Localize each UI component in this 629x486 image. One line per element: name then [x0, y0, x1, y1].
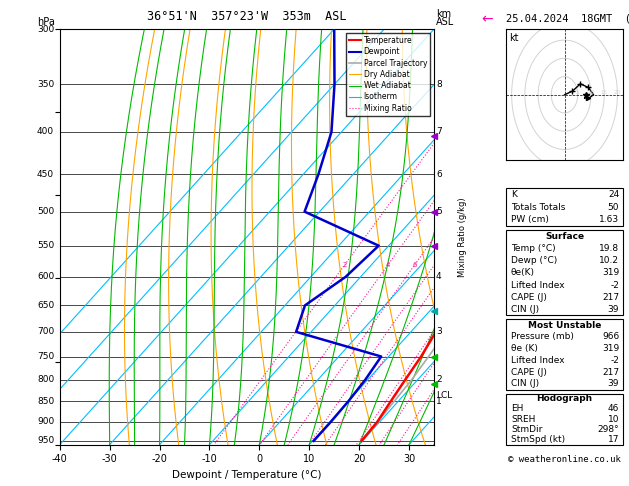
Text: StmSpd (kt): StmSpd (kt) [511, 435, 565, 444]
Text: CAPE (J): CAPE (J) [511, 367, 547, 377]
Text: ASL: ASL [436, 17, 454, 27]
Text: hPa: hPa [37, 17, 55, 27]
Text: 36°51'N  357°23'W  353m  ASL: 36°51'N 357°23'W 353m ASL [147, 10, 347, 23]
Text: StmDir: StmDir [511, 425, 542, 434]
Text: 319: 319 [602, 344, 619, 353]
Text: 217: 217 [602, 367, 619, 377]
Legend: Temperature, Dewpoint, Parcel Trajectory, Dry Adiabat, Wet Adiabat, Isotherm, Mi: Temperature, Dewpoint, Parcel Trajectory… [346, 33, 430, 116]
Text: K: K [511, 190, 517, 199]
Text: CIN (J): CIN (J) [511, 380, 539, 388]
Text: Totals Totals: Totals Totals [511, 203, 565, 211]
Text: © weatheronline.co.uk: © weatheronline.co.uk [508, 455, 621, 464]
Text: Most Unstable: Most Unstable [528, 321, 601, 330]
Text: CIN (J): CIN (J) [511, 305, 539, 314]
Text: Lifted Index: Lifted Index [511, 356, 565, 365]
Text: 700: 700 [37, 328, 54, 336]
Text: 17: 17 [608, 435, 619, 444]
Text: 24: 24 [608, 190, 619, 199]
Text: 3: 3 [436, 328, 442, 336]
Text: PW (cm): PW (cm) [511, 215, 549, 225]
Text: Hodograph: Hodograph [537, 394, 593, 403]
Text: 10: 10 [587, 90, 594, 95]
Text: 5: 5 [576, 90, 579, 95]
Text: 1: 1 [436, 397, 442, 406]
Text: 46: 46 [608, 404, 619, 414]
Text: LCL: LCL [436, 391, 452, 400]
Text: 2: 2 [343, 261, 347, 268]
Text: Surface: Surface [545, 232, 584, 241]
Text: Lifted Index: Lifted Index [511, 280, 565, 290]
Text: ←: ← [481, 13, 493, 27]
Text: 10.2: 10.2 [599, 256, 619, 265]
Text: 6: 6 [413, 261, 417, 268]
Text: 4: 4 [386, 261, 390, 268]
Text: 966: 966 [602, 332, 619, 342]
Text: 10: 10 [608, 415, 619, 424]
Text: 450: 450 [37, 170, 54, 178]
Text: 500: 500 [37, 207, 54, 216]
Text: -2: -2 [610, 280, 619, 290]
Text: Mixing Ratio (g/kg): Mixing Ratio (g/kg) [457, 197, 467, 277]
Text: km: km [436, 9, 451, 19]
Text: 298°: 298° [598, 425, 619, 434]
Text: -2: -2 [610, 356, 619, 365]
Text: θe (K): θe (K) [511, 344, 538, 353]
Text: 15: 15 [601, 90, 608, 95]
Text: 750: 750 [37, 352, 54, 361]
Text: 850: 850 [37, 397, 54, 406]
Text: 4: 4 [436, 272, 442, 281]
Text: 6: 6 [436, 170, 442, 178]
Text: 20: 20 [614, 90, 621, 95]
Text: 900: 900 [37, 417, 54, 426]
Text: kt: kt [509, 33, 518, 43]
Text: CAPE (J): CAPE (J) [511, 293, 547, 302]
Text: 50: 50 [608, 203, 619, 211]
Text: 950: 950 [37, 436, 54, 446]
Text: 800: 800 [37, 375, 54, 384]
X-axis label: Dewpoint / Temperature (°C): Dewpoint / Temperature (°C) [172, 470, 321, 480]
Text: 7: 7 [436, 127, 442, 137]
Text: 650: 650 [37, 301, 54, 310]
Text: 400: 400 [37, 127, 54, 137]
Text: 300: 300 [37, 25, 54, 34]
Text: 600: 600 [37, 272, 54, 281]
Text: 19.8: 19.8 [599, 244, 619, 253]
Text: 350: 350 [37, 80, 54, 89]
Text: Pressure (mb): Pressure (mb) [511, 332, 574, 342]
Text: Temp (°C): Temp (°C) [511, 244, 555, 253]
Text: 5: 5 [436, 207, 442, 216]
Text: EH: EH [511, 404, 523, 414]
Text: 39: 39 [608, 305, 619, 314]
Text: 25.04.2024  18GMT  (Base: 06): 25.04.2024 18GMT (Base: 06) [506, 13, 629, 23]
Text: 1.63: 1.63 [599, 215, 619, 225]
Text: 2: 2 [436, 375, 442, 384]
Text: 217: 217 [602, 293, 619, 302]
Text: θe(K): θe(K) [511, 268, 535, 278]
Text: SREH: SREH [511, 415, 535, 424]
Text: 8: 8 [436, 80, 442, 89]
Text: 39: 39 [608, 380, 619, 388]
Text: 550: 550 [37, 241, 54, 250]
Text: Dewp (°C): Dewp (°C) [511, 256, 557, 265]
Text: 319: 319 [602, 268, 619, 278]
